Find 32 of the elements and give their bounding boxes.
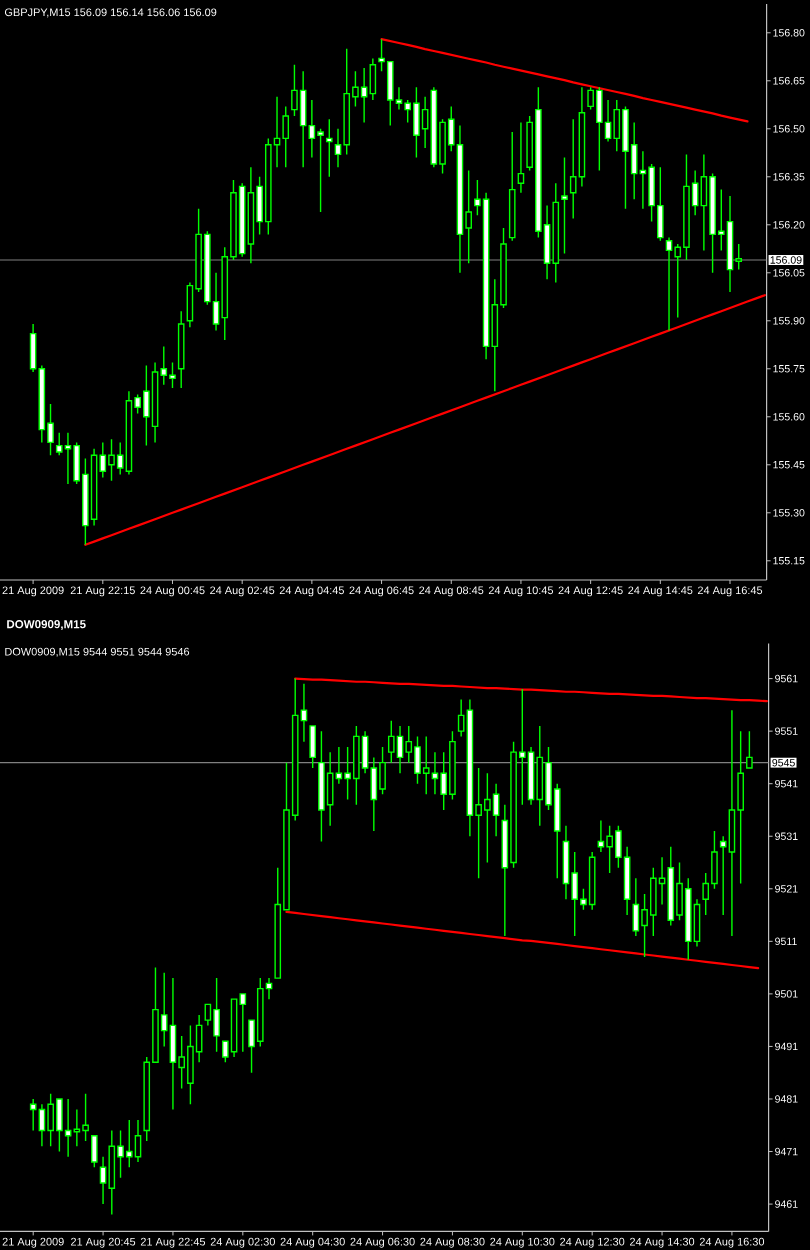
candlestick [318, 730, 325, 843]
candlestick [508, 131, 516, 242]
candlestick [561, 156, 568, 255]
candlestick [422, 735, 430, 795]
candlestick [299, 70, 307, 168]
candlestick [230, 998, 238, 1058]
candlestick [325, 118, 333, 178]
candlestick [108, 1129, 116, 1216]
candlestick [728, 709, 736, 937]
candlestick [746, 730, 753, 769]
candlestick [536, 725, 544, 827]
candlestick [430, 86, 438, 168]
candlestick [282, 105, 290, 168]
candlestick [665, 236, 673, 332]
candlestick [134, 1119, 142, 1163]
candlestick [213, 977, 220, 1053]
candlestick [64, 432, 72, 485]
candlestick [726, 195, 734, 293]
candlestick [396, 725, 404, 774]
candlestick [91, 1135, 98, 1168]
candlestick [125, 390, 133, 476]
candlestick [552, 182, 560, 284]
candlestick [309, 725, 316, 769]
candlestick [239, 993, 247, 1053]
candlestick [169, 977, 177, 1111]
candlestick [667, 846, 675, 927]
candlestick [517, 121, 525, 194]
candlestick [177, 310, 185, 389]
candlestick [588, 851, 596, 911]
candlestick [247, 166, 255, 264]
candlestick [64, 1098, 72, 1158]
candlestick [82, 1093, 89, 1142]
